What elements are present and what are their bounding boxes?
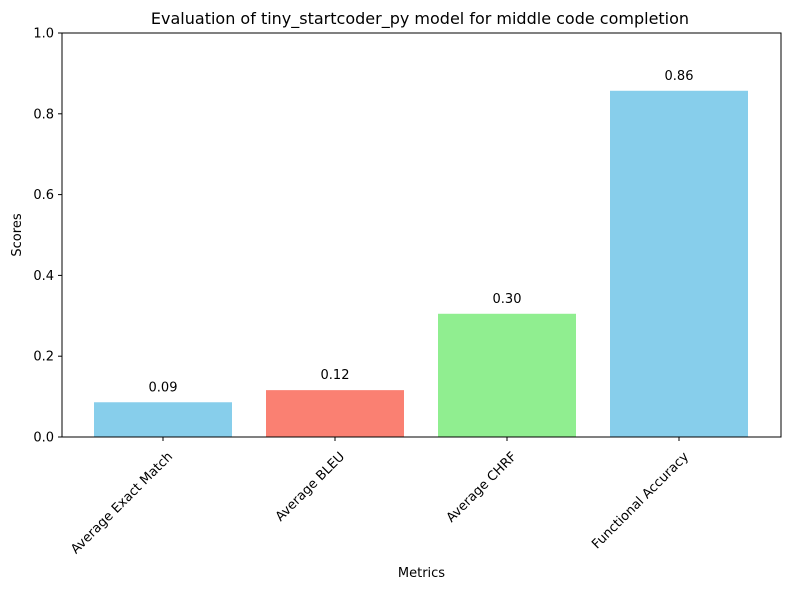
y-tick-label: 0.2 (33, 350, 54, 365)
chart-title: Evaluation of tiny_startcoder_py model f… (151, 9, 689, 29)
x-tick-label: Functional Accuracy (589, 449, 692, 552)
y-tick-label: 0.6 (33, 188, 54, 203)
x-axis-title: Metrics (398, 566, 445, 581)
y-tick-label: 1.0 (33, 27, 54, 42)
bar-value-label: 0.86 (665, 69, 694, 84)
y-axis-title: Scores (10, 213, 25, 256)
bar-value-label: 0.09 (149, 380, 178, 395)
value-labels-group: 0.09 0.12 0.30 0.86 (149, 69, 694, 395)
bar-value-label: 0.30 (493, 292, 522, 307)
y-tick-label: 0.0 (33, 431, 54, 446)
bar (94, 402, 232, 437)
y-tick-label: 0.4 (33, 269, 54, 284)
x-tick-label: Average CHRF (444, 449, 520, 525)
x-axis: Average Exact Match Average BLEU Average C… (68, 437, 692, 557)
x-tick-label: Average BLEU (273, 449, 348, 524)
y-axis: 0.0 0.2 0.4 0.6 0.8 1.0 (33, 27, 62, 446)
x-tick-label: Average Exact Match (68, 449, 176, 557)
plot-frame (61, 32, 782, 438)
bar (266, 390, 404, 437)
bar-value-label: 0.12 (321, 368, 350, 383)
bar (438, 313, 576, 437)
bars-group (94, 90, 748, 437)
bar (610, 90, 748, 437)
y-tick-label: 0.8 (33, 107, 54, 122)
